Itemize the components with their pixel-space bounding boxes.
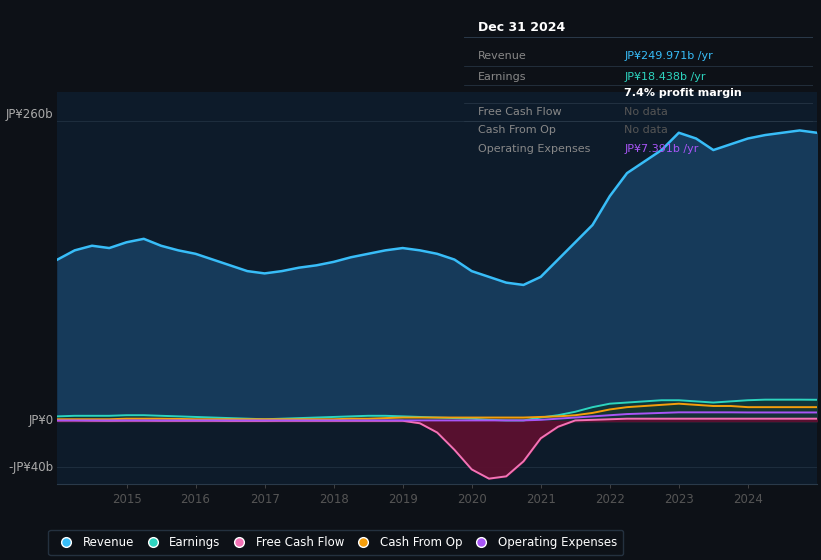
Text: Earnings: Earnings: [478, 72, 526, 82]
Text: -JP¥40b: -JP¥40b: [8, 461, 53, 474]
Text: Dec 31 2024: Dec 31 2024: [478, 21, 565, 34]
Text: Free Cash Flow: Free Cash Flow: [478, 107, 562, 116]
Text: JP¥249.971b /yr: JP¥249.971b /yr: [624, 51, 713, 61]
Text: No data: No data: [624, 125, 668, 135]
Text: JP¥18.438b /yr: JP¥18.438b /yr: [624, 72, 706, 82]
Text: JP¥260b: JP¥260b: [6, 108, 53, 121]
Text: Operating Expenses: Operating Expenses: [478, 144, 590, 154]
Text: JP¥0: JP¥0: [29, 414, 53, 427]
Text: No data: No data: [624, 107, 668, 116]
Text: 7.4% profit margin: 7.4% profit margin: [624, 88, 742, 99]
Legend: Revenue, Earnings, Free Cash Flow, Cash From Op, Operating Expenses: Revenue, Earnings, Free Cash Flow, Cash …: [48, 530, 623, 555]
Text: Cash From Op: Cash From Op: [478, 125, 556, 135]
Text: Revenue: Revenue: [478, 51, 526, 61]
Text: JP¥7.391b /yr: JP¥7.391b /yr: [624, 144, 699, 154]
